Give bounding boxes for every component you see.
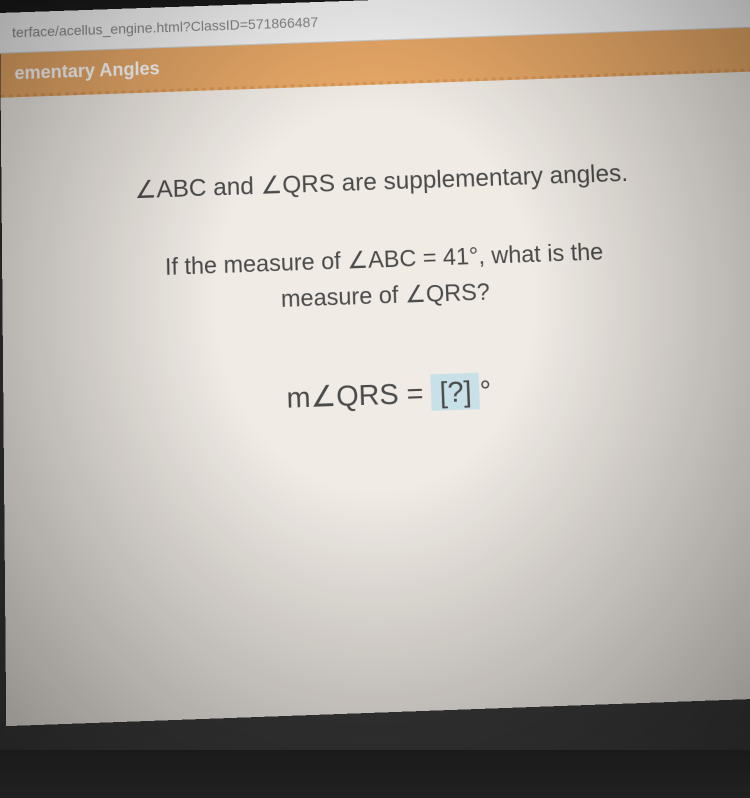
answer-qrs-eq: QRS = xyxy=(336,376,432,412)
angle-icon: ∠ xyxy=(404,281,426,308)
text-abc: ABC and xyxy=(156,172,261,203)
screen-container: terface/acellus_engine.html?ClassID=5718… xyxy=(0,0,750,798)
answer-degree-suffix: ° xyxy=(479,374,492,407)
problem-statement-2: If the measure of ∠ABC = 41°, what is th… xyxy=(43,229,728,326)
answer-expression: m∠QRS = [?]° xyxy=(44,364,733,424)
angle-icon: ∠ xyxy=(347,247,369,273)
text-qrs-question: QRS? xyxy=(425,278,490,307)
text-qrs-supp: QRS are supplementary angles. xyxy=(282,160,629,200)
problem-content: ∠ABC and ∠QRS are supplementary angles. … xyxy=(1,72,750,727)
angle-icon: ∠ xyxy=(134,177,156,204)
lesson-title-text: ementary Angles xyxy=(14,58,159,83)
problem-statement-1: ∠ABC and ∠QRS are supplementary angles. xyxy=(42,153,721,212)
answer-input-box[interactable]: [?] xyxy=(431,372,481,410)
text-measure-of: measure of xyxy=(281,281,406,312)
answer-m-prefix: m xyxy=(286,380,311,413)
angle-icon: ∠ xyxy=(260,173,283,200)
text-if-measure: If the measure of xyxy=(165,247,348,280)
text-abc-value: ABC = 41°, what is the xyxy=(368,238,604,273)
angle-icon: ∠ xyxy=(310,380,337,413)
